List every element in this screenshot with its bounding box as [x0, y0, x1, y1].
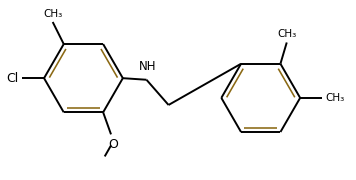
Text: O: O	[109, 138, 118, 151]
Text: CH₃: CH₃	[325, 93, 345, 103]
Text: Cl: Cl	[6, 72, 19, 85]
Text: CH₃: CH₃	[43, 9, 62, 19]
Text: CH₃: CH₃	[277, 29, 297, 39]
Text: NH: NH	[138, 60, 156, 73]
